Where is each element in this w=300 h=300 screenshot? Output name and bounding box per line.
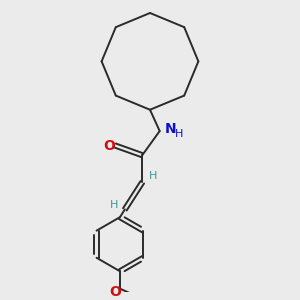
Text: H: H: [175, 129, 184, 139]
Text: O: O: [109, 285, 121, 298]
Text: H: H: [149, 172, 157, 182]
Text: H: H: [110, 200, 118, 209]
Text: O: O: [103, 139, 115, 152]
Text: N: N: [164, 122, 176, 136]
